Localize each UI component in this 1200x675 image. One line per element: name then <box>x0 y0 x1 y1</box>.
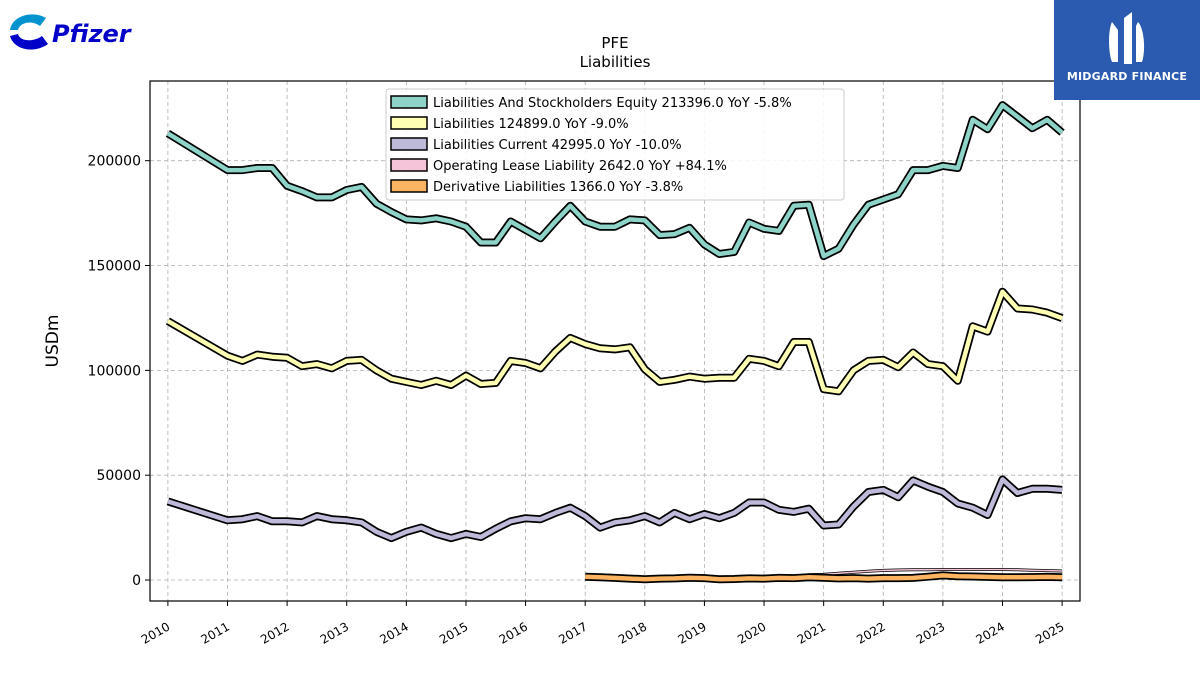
x-tick-label: 2014 <box>377 619 410 646</box>
legend-swatch <box>390 158 428 172</box>
legend-box <box>385 88 845 201</box>
legend-swatch <box>390 95 428 109</box>
x-tick-label: 2016 <box>497 619 530 646</box>
midgard-finance-logo: MIDGARD FINANCE <box>1054 0 1200 100</box>
series-line-3 <box>808 568 1063 576</box>
legend-label: Liabilities 124899.0 YoY -9.0% <box>433 117 629 132</box>
x-axis-ticks: 2010 2011 2012 2013 2014 2015 2016 2017 2018 2019… <box>139 601 1067 647</box>
series-line-4 <box>585 573 1063 582</box>
legend-swatch <box>390 116 428 130</box>
legend-swatch <box>390 179 428 193</box>
x-tick-label: 2010 <box>139 619 172 646</box>
chart-title: PFE <box>601 34 628 52</box>
x-tick-label: 2017 <box>556 619 589 646</box>
legend: Liabilities And Stockholders Equity 2133… <box>385 88 845 201</box>
legend-label: Liabilities Current 42995.0 YoY -10.0% <box>433 138 682 153</box>
legend-swatch <box>390 137 428 151</box>
x-tick-label: 2021 <box>795 619 828 646</box>
y-tick-label: 0 <box>132 573 141 589</box>
legend-label: Operating Lease Liability 2642.0 YoY +84… <box>433 159 727 174</box>
pfizer-wordmark: Pfizer <box>52 20 133 48</box>
midgard-finance-wordmark: MIDGARD FINANCE <box>1066 70 1188 83</box>
y-axis-label: USDm <box>43 315 63 368</box>
series-lines <box>165 101 1065 584</box>
x-tick-label: 2020 <box>735 619 768 646</box>
y-tick-label: 200000 <box>88 154 141 170</box>
legend-label: Derivative Liabilities 1366.0 YoY -3.8% <box>433 180 683 195</box>
x-tick-label: 2025 <box>1033 619 1066 646</box>
series-line-2 <box>167 477 1063 541</box>
x-tick-label: 2018 <box>616 619 649 646</box>
x-tick-label: 2012 <box>258 619 291 646</box>
pfizer-swirl-icon: Pfizer <box>10 14 133 50</box>
legend-label: Liabilities And Stockholders Equity 2133… <box>433 96 792 111</box>
y-tick-label: 150000 <box>88 259 141 275</box>
y-tick-label: 50000 <box>96 468 141 484</box>
x-tick-label: 2019 <box>675 619 708 646</box>
plot-frame <box>149 80 1081 602</box>
series-line-0 <box>166 102 1064 259</box>
x-tick-label: 2011 <box>199 619 232 646</box>
x-tick-label: 2023 <box>914 619 947 646</box>
pfizer-logo: Pfizer <box>4 6 144 56</box>
x-tick-label: 2015 <box>437 619 470 646</box>
y-tick-label: 100000 <box>88 363 141 379</box>
x-tick-label: 2022 <box>854 619 887 646</box>
series-outline-1 <box>165 287 1064 396</box>
series-line-1 <box>166 289 1063 394</box>
midgard-emblem-icon <box>1109 12 1145 64</box>
x-tick-label: 2013 <box>318 619 351 646</box>
y-axis-ticks: 0 50000 100000 150000 200000 <box>88 154 150 589</box>
chart-subtitle: Liabilities <box>580 53 651 71</box>
x-tick-label: 2024 <box>974 619 1007 646</box>
